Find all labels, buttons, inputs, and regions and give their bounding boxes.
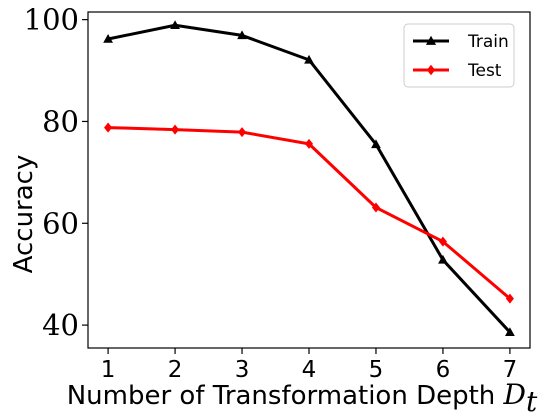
- legend-train-label: Train: [467, 32, 509, 52]
- series-test-point: [104, 122, 113, 133]
- series-test-point: [438, 236, 447, 247]
- y-tick-label: 80: [42, 104, 79, 138]
- x-tick-label: 2: [168, 357, 183, 383]
- x-axis-label-symbol: D: [503, 378, 526, 411]
- x-axis-label-text: Number of Transformation Depth: [67, 381, 504, 411]
- x-tick-label: 7: [503, 357, 518, 383]
- series-train-point: [304, 54, 314, 64]
- series-train-point: [170, 20, 180, 29]
- legend-test-marker: [426, 64, 436, 76]
- series-test-line: [108, 126, 511, 300]
- y-axis-label: Accuracy: [9, 155, 39, 274]
- series-train-point: [237, 30, 247, 40]
- series-test-point: [371, 202, 381, 213]
- x-tick-label: 4: [302, 357, 317, 383]
- series-test-point: [304, 138, 314, 149]
- y-axis: 40 60 80 100: [24, 3, 88, 342]
- series-train-point: [103, 33, 113, 43]
- y-tick-label: 60: [42, 206, 79, 240]
- legend-train-marker: [425, 35, 437, 45]
- x-tick-label: 1: [101, 357, 116, 383]
- x-axis: 1 2 3 4 5 6 7: [101, 348, 517, 383]
- y-tick-label: 100: [24, 3, 79, 37]
- series-train-point: [505, 327, 515, 336]
- series-test-point: [171, 124, 180, 135]
- series-test-point: [237, 127, 247, 138]
- y-tick-label: 40: [42, 308, 79, 342]
- x-tick-label: 6: [436, 357, 451, 383]
- x-axis-label: Number of Transformation Depth Dt: [67, 378, 538, 418]
- series-train-point: [438, 254, 448, 264]
- series-train-point: [371, 139, 381, 149]
- x-tick-label: 3: [235, 357, 250, 383]
- x-axis-label-subscript: t: [526, 385, 538, 418]
- legend: Train Test: [403, 23, 515, 88]
- series-test-point: [505, 293, 514, 304]
- legend-test-label: Test: [467, 61, 502, 81]
- series-layer: [103, 20, 515, 336]
- x-tick-label: 5: [369, 357, 384, 383]
